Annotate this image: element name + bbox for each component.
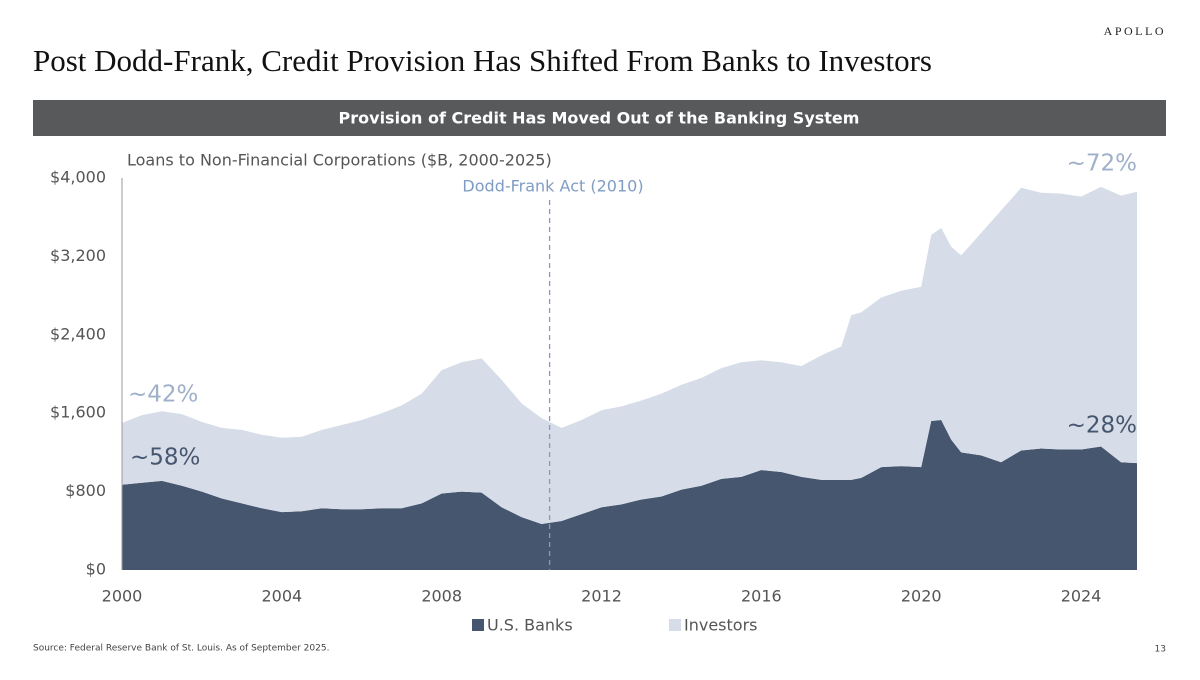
share-label: ~42% xyxy=(128,382,198,408)
y-tick-label: $3,200 xyxy=(50,246,106,265)
legend-label: U.S. Banks xyxy=(487,616,573,635)
x-tick-label: 2000 xyxy=(102,587,143,606)
x-tick-label: 2024 xyxy=(1061,587,1102,606)
legend-swatch xyxy=(669,619,681,631)
event-label: Dodd-Frank Act (2010) xyxy=(462,177,643,196)
y-tick-label: $2,400 xyxy=(50,324,106,343)
area xyxy=(122,420,1138,570)
share-label: ~72% xyxy=(1067,151,1137,177)
x-tick-label: 2012 xyxy=(581,587,622,606)
chart-subtitle: Loans to Non-Financial Corporations ($B,… xyxy=(127,151,552,170)
slide-title: Post Dodd-Frank, Credit Provision Has Sh… xyxy=(33,43,932,78)
banner-text: Provision of Credit Has Moved Out of the… xyxy=(339,109,860,128)
plot: $0 $800 $1,600 $2,400 $3,200 $4,000 2000 2004 20… xyxy=(50,151,1138,635)
legend-label: Investors xyxy=(684,616,757,635)
y-tick-label: $800 xyxy=(65,481,106,500)
y-tick-label: $4,000 xyxy=(50,168,106,187)
share-label: ~58% xyxy=(130,445,200,471)
banner-bg xyxy=(33,100,1166,136)
share-label: ~28% xyxy=(1067,413,1137,439)
x-tick-label: 2016 xyxy=(741,587,782,606)
logo: APOLLO xyxy=(1104,24,1166,38)
source: Source: Federal Reserve Bank of St. Loui… xyxy=(33,644,329,654)
y-tick-label: $0 xyxy=(86,560,106,579)
x-tick-label: 2004 xyxy=(261,587,302,606)
area xyxy=(122,186,1138,524)
x-tick-label: 2020 xyxy=(901,587,942,606)
x-tick-label: 2008 xyxy=(421,587,462,606)
page-number: 13 xyxy=(1155,645,1166,655)
legend-swatch xyxy=(472,619,484,631)
y-tick-label: $1,600 xyxy=(50,403,106,422)
